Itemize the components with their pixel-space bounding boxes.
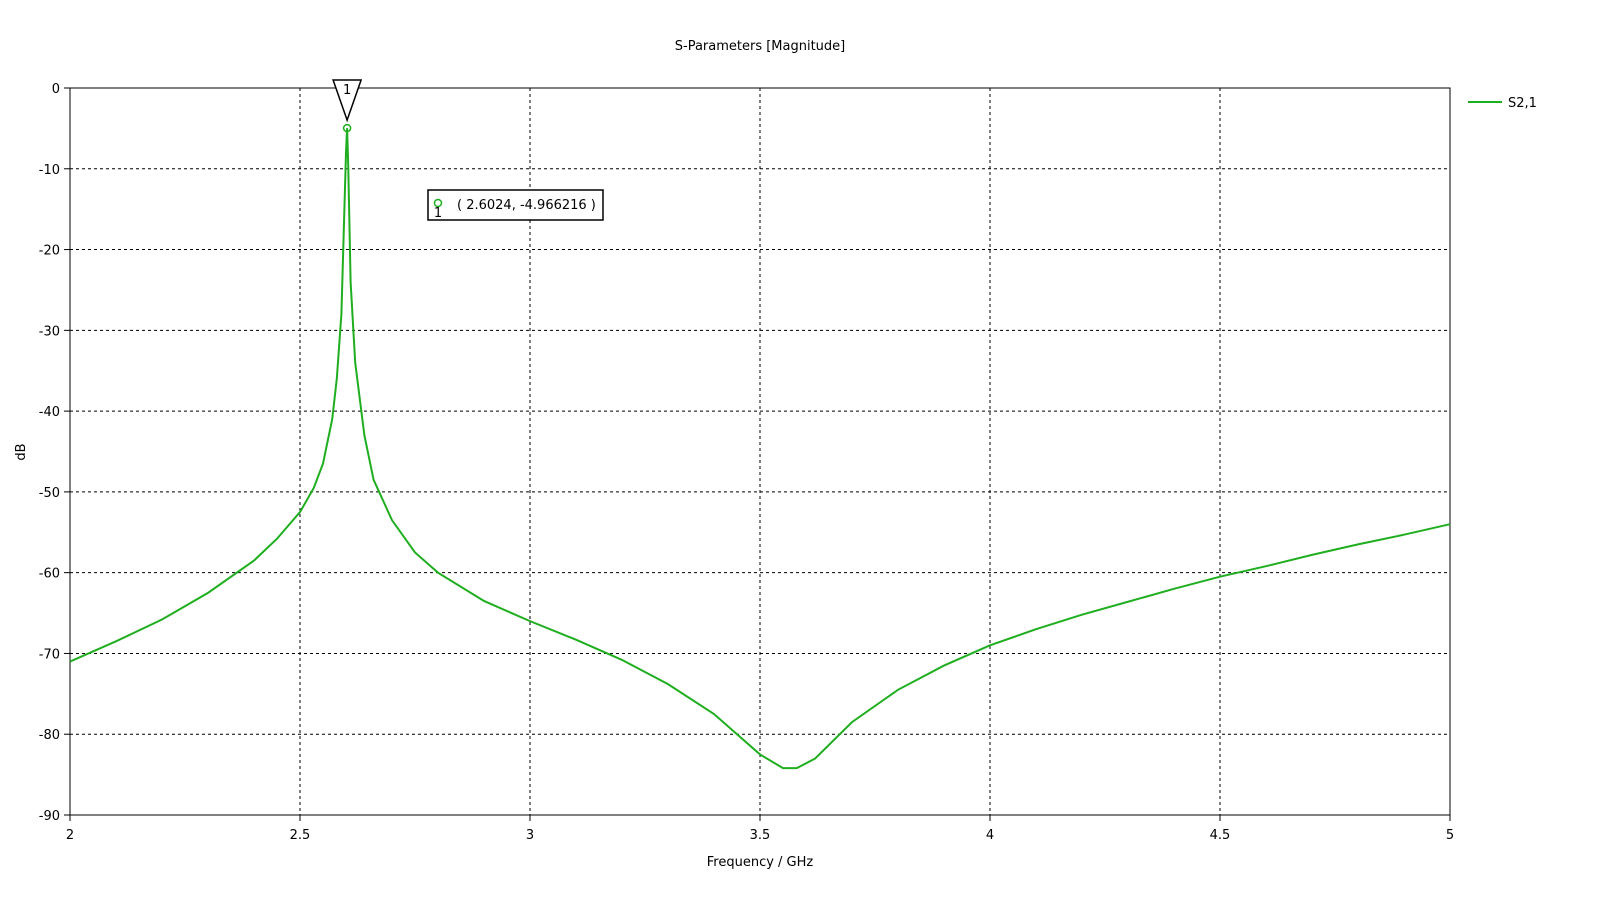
x-tick-label: 2 — [66, 828, 74, 843]
y-tick-label: -50 — [39, 486, 60, 501]
marker-point — [342, 123, 352, 133]
y-tick-label: -70 — [39, 647, 60, 662]
legend-label: S2,1 — [1508, 96, 1537, 111]
series-line — [69, 128, 1451, 770]
marker-box-index: 1 — [434, 206, 442, 221]
marker-box-icon — [433, 198, 443, 208]
marker-label: 1 — [343, 83, 351, 98]
x-tick-label: 5 — [1446, 828, 1454, 843]
x-tick-label: 2.5 — [290, 828, 311, 843]
y-tick-label: -20 — [39, 244, 60, 259]
chart-title: S-Parameters [Magnitude] — [675, 39, 846, 54]
plot-frame — [69, 87, 1451, 816]
x-tick-label: 4.5 — [1210, 828, 1231, 843]
marker-box — [427, 189, 604, 221]
y-tick-label: -30 — [39, 324, 60, 339]
y-tick-label: -40 — [39, 405, 60, 420]
x-tick-label: 3.5 — [750, 828, 771, 843]
y-tick-label: -60 — [39, 567, 60, 582]
y-tick-label: -80 — [39, 728, 60, 743]
x-axis-label: Frequency / GHz — [707, 855, 814, 870]
x-tick-label: 4 — [986, 828, 994, 843]
marker-triangle — [332, 79, 363, 123]
y-tick-label: 0 — [52, 82, 60, 97]
marker-value: ( 2.6024, -4.966216 ) — [457, 198, 596, 213]
y-axis-label: dB — [14, 443, 29, 460]
y-tick-label: -10 — [39, 163, 60, 178]
x-tick-label: 3 — [526, 828, 534, 843]
y-tick-label: -90 — [39, 809, 60, 824]
